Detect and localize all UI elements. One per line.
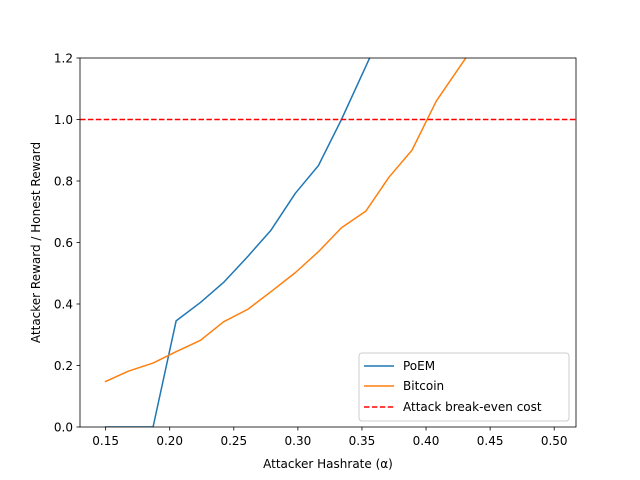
x-axis-ticks: 0.15 0.20 0.25 0.30 0.35 0.40 0.45 0.50 — [92, 427, 568, 448]
x-tick-label: 0.50 — [541, 434, 568, 448]
x-tick-label: 0.35 — [349, 434, 376, 448]
y-tick-label: 1.0 — [54, 113, 73, 127]
x-axis-label: Attacker Hashrate (α) — [263, 457, 393, 471]
series-layer — [104, 58, 467, 427]
y-axis-label: Attacker Reward / Honest Reward — [29, 142, 43, 343]
y-axis-ticks: 0.0 0.2 0.4 0.6 0.8 1.0 1.2 — [54, 51, 80, 434]
series-line-bitcoin — [104, 58, 467, 383]
y-tick-label: 0.8 — [54, 174, 73, 188]
x-tick-label: 0.30 — [285, 434, 312, 448]
legend-label-poem: PoEM — [403, 359, 435, 373]
series-line-poem — [104, 58, 371, 427]
x-tick-label: 0.40 — [413, 434, 440, 448]
y-tick-label: 0.2 — [54, 359, 73, 373]
x-tick-label: 0.20 — [156, 434, 183, 448]
y-tick-label: 1.2 — [54, 51, 73, 65]
y-tick-label: 0.0 — [54, 420, 73, 434]
y-tick-label: 0.6 — [54, 236, 73, 250]
legend-label-break-even: Attack break-even cost — [403, 400, 542, 414]
legend: PoEM Bitcoin Attack break-even cost — [358, 352, 570, 422]
x-tick-label: 0.45 — [477, 434, 504, 448]
legend-box — [358, 352, 570, 422]
x-tick-label: 0.25 — [220, 434, 247, 448]
x-tick-label: 0.15 — [92, 434, 119, 448]
legend-label-bitcoin: Bitcoin — [403, 379, 444, 393]
y-tick-label: 0.4 — [54, 297, 73, 311]
